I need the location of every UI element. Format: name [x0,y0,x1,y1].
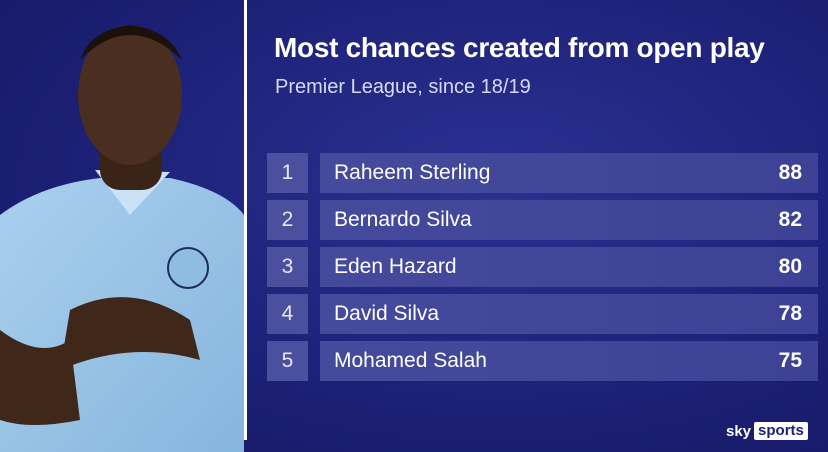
rank: 2 [267,200,308,240]
badge [167,247,209,289]
rank: 3 [267,247,308,287]
head [78,25,182,165]
player-name: Mohamed Salah [334,349,487,372]
hands [60,297,200,370]
title: Most chances created from open play [274,32,765,63]
player-name: Raheem Sterling [334,161,491,184]
hair [80,25,182,60]
rank: 4 [267,294,308,334]
rank: 5 [267,341,308,381]
logo-brand: sky [726,422,752,440]
row: Bernardo Silva 82 [320,200,818,240]
subtitle: Premier League, since 18/19 [275,76,531,98]
row: David Silva 78 [320,294,818,334]
player-name: David Silva [334,302,440,325]
divider [244,0,247,440]
chances-value: 80 [778,255,802,278]
player-name: Eden Hazard [334,255,457,278]
chances-value: 78 [778,302,802,325]
chances-value: 82 [778,208,802,231]
row: Raheem Sterling 88 [320,153,818,193]
player-photo [0,25,244,452]
row: Eden Hazard 80 [320,247,818,287]
player-name: Bernardo Silva [334,208,472,231]
chances-value: 75 [778,349,802,372]
logo: sky sports [726,421,808,441]
rank: 1 [267,153,308,193]
arm [0,330,80,425]
logo-product: sports [754,422,808,440]
chances-value: 88 [778,161,802,184]
row: Mohamed Salah 75 [320,341,818,381]
